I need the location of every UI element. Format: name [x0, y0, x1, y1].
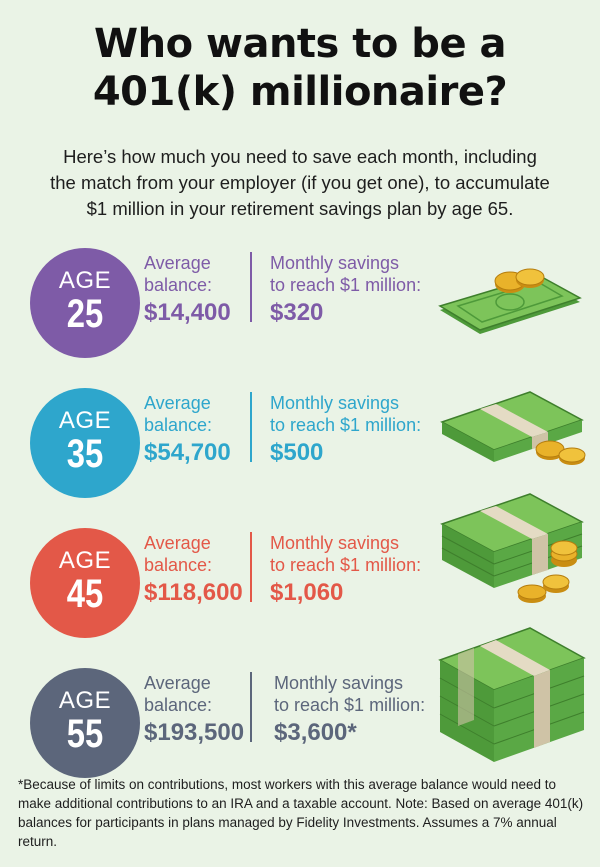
average-balance-value: $193,500: [144, 719, 245, 746]
title-line-1: Who wants to be a: [94, 21, 507, 67]
average-label-line-2: balance:: [144, 555, 213, 575]
average-balance-value: $118,600: [144, 579, 243, 606]
average-label-line-1: Average: [144, 253, 211, 273]
monthly-label-line-1: Monthly savings: [270, 253, 400, 273]
age-number: 55: [66, 712, 104, 756]
divider: [250, 532, 252, 602]
age-row-45: AGE 45 Average balance: $118,600 Monthly…: [0, 493, 600, 648]
subtitle-line-2: the match from your employer (if you get…: [50, 172, 550, 193]
page-title: Who wants to be a 401(k) millionaire?: [0, 20, 600, 116]
age-badge: AGE 45: [30, 528, 140, 638]
subtitle-line-3: $1 million in your retirement savings pl…: [86, 198, 514, 219]
monthly-label-line-1: Monthly savings: [270, 533, 400, 553]
average-label-line-2: balance:: [144, 415, 213, 435]
age-badge: AGE 35: [30, 388, 140, 498]
monthly-label-line-1: Monthly savings: [274, 673, 404, 693]
age-number: 35: [66, 432, 104, 476]
average-balance: Average balance: $118,600: [144, 532, 244, 608]
monthly-savings-value: $320: [270, 299, 324, 326]
monthly-savings-value: $3,600*: [274, 719, 357, 746]
average-label-line-2: balance:: [144, 275, 213, 295]
monthly-label-line-2: to reach $1 million:: [270, 555, 422, 575]
age-number: 45: [66, 572, 104, 616]
monthly-savings: Monthly savings to reach $1 million: $50…: [270, 392, 440, 468]
subtitle: Here’s how much you need to save each mo…: [30, 144, 570, 222]
age-number: 25: [66, 292, 104, 336]
subtitle-line-1: Here’s how much you need to save each mo…: [63, 146, 537, 167]
average-label-line-1: Average: [144, 673, 211, 693]
divider: [250, 252, 252, 322]
age-label: AGE: [58, 267, 112, 294]
age-badge: AGE 25: [30, 248, 140, 358]
age-label: AGE: [58, 547, 112, 574]
divider: [250, 672, 252, 742]
average-balance: Average balance: $14,400: [144, 252, 244, 328]
age-row-25: AGE 25 Average balance: $14,400 Monthly …: [0, 248, 600, 368]
average-label-line-1: Average: [144, 393, 211, 413]
age-label: AGE: [58, 407, 112, 434]
monthly-savings: Monthly savings to reach $1 million: $32…: [270, 252, 440, 328]
title-line-2: 401(k) millionaire?: [92, 69, 508, 115]
single-bill-with-coins-illustration: [438, 268, 582, 334]
average-balance-value: $54,700: [144, 439, 231, 466]
monthly-label-line-2: to reach $1 million:: [270, 275, 422, 295]
monthly-label-line-1: Monthly savings: [270, 393, 400, 413]
monthly-savings: Monthly savings to reach $1 million: $3,…: [274, 672, 444, 748]
divider: [250, 392, 252, 462]
age-row-35: AGE 35 Average balance: $54,700 Monthly …: [0, 388, 600, 508]
monthly-savings-value: $1,060: [270, 579, 344, 606]
monthly-savings: Monthly savings to reach $1 million: $1,…: [270, 532, 440, 608]
monthly-label-line-2: to reach $1 million:: [274, 695, 426, 715]
average-label-line-1: Average: [144, 533, 211, 553]
average-label-line-2: balance:: [144, 695, 213, 715]
age-badge: AGE 55: [30, 668, 140, 778]
monthly-savings-value: $500: [270, 439, 324, 466]
footnote: *Because of limits on contributions, mos…: [18, 777, 584, 849]
small-cash-stack-illustration: [440, 391, 586, 465]
average-balance-value: $14,400: [144, 299, 231, 326]
monthly-label-line-2: to reach $1 million:: [270, 415, 422, 435]
average-balance: Average balance: $193,500: [144, 672, 244, 748]
medium-cash-stack-illustration: [440, 493, 584, 603]
large-cash-stack-illustration: [438, 627, 586, 762]
age-label: AGE: [58, 687, 112, 714]
average-balance: Average balance: $54,700: [144, 392, 244, 468]
age-row-55: AGE 55 Average balance: $193,500 Monthly…: [0, 627, 600, 788]
